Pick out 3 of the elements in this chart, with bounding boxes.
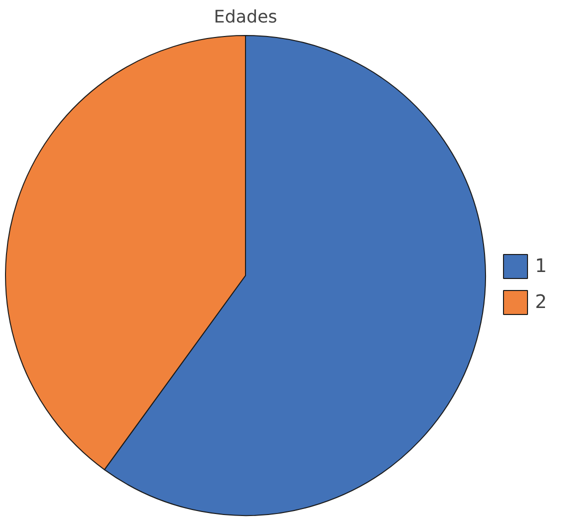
legend-label: 2 <box>535 292 548 312</box>
legend-label: 1 <box>535 256 548 276</box>
chart-title: Edades <box>214 8 278 28</box>
